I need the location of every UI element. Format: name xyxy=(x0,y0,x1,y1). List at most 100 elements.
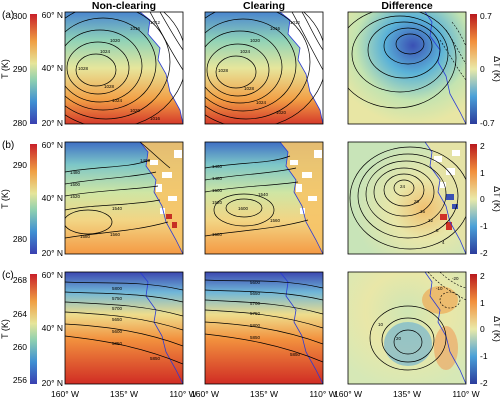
lon-tick-160w-col1: 160° W xyxy=(51,389,79,399)
lon-tick-110w-col1: 110° W xyxy=(169,389,196,399)
contour-label: 1520 xyxy=(212,200,223,205)
contour-label: 1024 xyxy=(240,49,251,54)
lat-tick-a-20: 20° N xyxy=(42,118,63,128)
dcbar-label-a: ΔT (K) xyxy=(492,56,500,82)
contour-label: 5850 xyxy=(112,341,123,346)
contour-label: 1540 xyxy=(112,206,123,211)
lat-tick-a-40: 40° N xyxy=(42,63,63,73)
cbar-tick-b-290: 290 xyxy=(13,160,27,170)
dcbar-tick-a-mid: 0 xyxy=(480,64,485,74)
lon-axis: 160° W 135° W 110° W 160° W 135° W 110° … xyxy=(51,389,480,399)
cbar-tick-a-290: 290 xyxy=(13,64,27,74)
contour-label: 4 xyxy=(442,240,445,245)
row-label-a: (a) xyxy=(2,10,14,21)
cbar-label-c: T (K) xyxy=(0,319,10,339)
contour-label: 1012 xyxy=(290,20,301,25)
dcbar-tick-b-2: 2 xyxy=(480,141,485,151)
contour-label: 1020 xyxy=(130,108,141,113)
colorbar-temperature-b xyxy=(30,144,37,254)
contour-label: 10 xyxy=(378,322,384,327)
dcbar-tick-b-m1: -1 xyxy=(480,221,488,231)
contour-label: 24 xyxy=(400,184,406,189)
contour-label: 1580 xyxy=(212,232,223,237)
contour-label: 1580 xyxy=(80,234,91,239)
panel-b-clearing: 1460 1480 1500 1520 1540 1560 1600 1580 xyxy=(205,142,323,254)
dcbar-tick-a-top: 0.7 xyxy=(480,11,492,21)
dcbar-tick-b-m2: -2 xyxy=(480,248,488,258)
contour-label: 1028 xyxy=(218,68,229,73)
dcbar-tick-c-2: 2 xyxy=(480,271,485,281)
contour-label: 5600 xyxy=(250,280,261,285)
column-title-clearing: Clearing xyxy=(243,0,285,12)
contour-label: 5850 xyxy=(150,356,161,361)
cbar-tick-c-256: 256 xyxy=(13,375,27,385)
contour-label: 1600 xyxy=(238,206,249,211)
contour-label: 8 xyxy=(436,228,439,233)
contour-label: 12 xyxy=(428,218,434,223)
contour-label: 1480 xyxy=(70,170,81,175)
cbar-label-a: T (K) xyxy=(0,59,10,79)
contour-label: 1460 xyxy=(212,164,223,169)
lon-tick-135w-col3: 135° W xyxy=(393,389,421,399)
cbar-tick-a-300: 300 xyxy=(13,11,27,21)
row-b: (b) 290 280 T (K) 60° N 40° N 20° N xyxy=(0,140,500,258)
contour-label: 1016 xyxy=(130,26,141,31)
column-title-non-clearing: Non-clearing xyxy=(92,0,156,12)
lon-tick-160w-col3: 160° W xyxy=(334,389,362,399)
lon-tick-135w-col2: 135° W xyxy=(250,389,278,399)
contour-label: -10 xyxy=(436,286,443,291)
colorbar-temperature-a xyxy=(30,14,37,124)
dcbar-tick-a-bot: -0.7 xyxy=(480,118,495,128)
contour-label: 5650 xyxy=(250,291,261,296)
contour-label: 20 xyxy=(414,199,420,204)
contour-label: 1024 xyxy=(100,49,111,54)
contour-label: 5700 xyxy=(112,306,123,311)
lon-tick-110w-col3: 110° W xyxy=(452,389,479,399)
colorbar-delta-a xyxy=(470,14,477,124)
lat-tick-c-20: 20° N xyxy=(42,378,63,388)
contour-label: 1500 xyxy=(70,182,81,187)
contour-label: 5800 xyxy=(250,323,261,328)
dcbar-tick-c-1: 1 xyxy=(480,298,485,308)
panel-c-difference: 20 10 -10 -20 xyxy=(348,272,466,384)
cbar-tick-c-264: 264 xyxy=(13,309,27,319)
contour-label: 1020 xyxy=(110,38,121,43)
lat-tick-a-60: 60° N xyxy=(42,10,63,20)
contour-label: 1520 xyxy=(70,194,81,199)
lon-tick-110w-col2: 110° W xyxy=(309,389,336,399)
cbar-tick-b-280: 280 xyxy=(13,234,27,244)
panel-b-non-clearing: 1460 1480 1500 1520 1540 1580 1560 xyxy=(65,142,183,254)
contour-label: 1028 xyxy=(78,66,89,71)
contour-label: 1024 xyxy=(112,98,123,103)
dcbar-tick-b-1: 1 xyxy=(480,168,485,178)
cbar-tick-a-280: 280 xyxy=(13,118,27,128)
cbar-label-b: T (K) xyxy=(0,189,10,209)
contour-label: 5750 xyxy=(250,311,261,316)
dcbar-tick-c-0: 0 xyxy=(480,324,485,334)
contour-label: -20 xyxy=(452,276,459,281)
contour-label: 1028 xyxy=(244,86,255,91)
panel-c-non-clearing: 5800 5750 5700 5650 5600 5850 5850 xyxy=(65,272,183,384)
contour-label: 1480 xyxy=(212,176,223,181)
row-label-c: (c) xyxy=(2,270,14,281)
contour-label: 1016 xyxy=(270,26,281,31)
row-c: (c) 268 264 260 256 T (K) 60° N 40° N 20… xyxy=(0,270,500,388)
contour-label: 1460 xyxy=(140,158,151,163)
contour-label: 5750 xyxy=(112,296,123,301)
lat-tick-b-20: 20° N xyxy=(42,248,63,258)
contour-label: 1024 xyxy=(256,100,267,105)
dcbar-tick-c-m2: -2 xyxy=(480,378,488,388)
contour-label: 1560 xyxy=(270,218,281,223)
lon-tick-160w-col2: 160° W xyxy=(191,389,219,399)
contour-label: 1560 xyxy=(110,232,121,237)
contour-label: 5850 xyxy=(290,352,301,357)
contour-label: 1500 xyxy=(212,188,223,193)
panel-a-non-clearing: 1012 1016 1020 1024 1028 1028 1024 1020 … xyxy=(65,12,183,124)
contour-label: 5700 xyxy=(250,301,261,306)
contour-label: 1016 xyxy=(150,116,161,121)
contour-label: 1028 xyxy=(104,84,115,89)
dcbar-tick-b-0: 0 xyxy=(480,194,485,204)
contour-label: 5800 xyxy=(112,286,123,291)
contour-label: 1012 xyxy=(150,20,161,25)
